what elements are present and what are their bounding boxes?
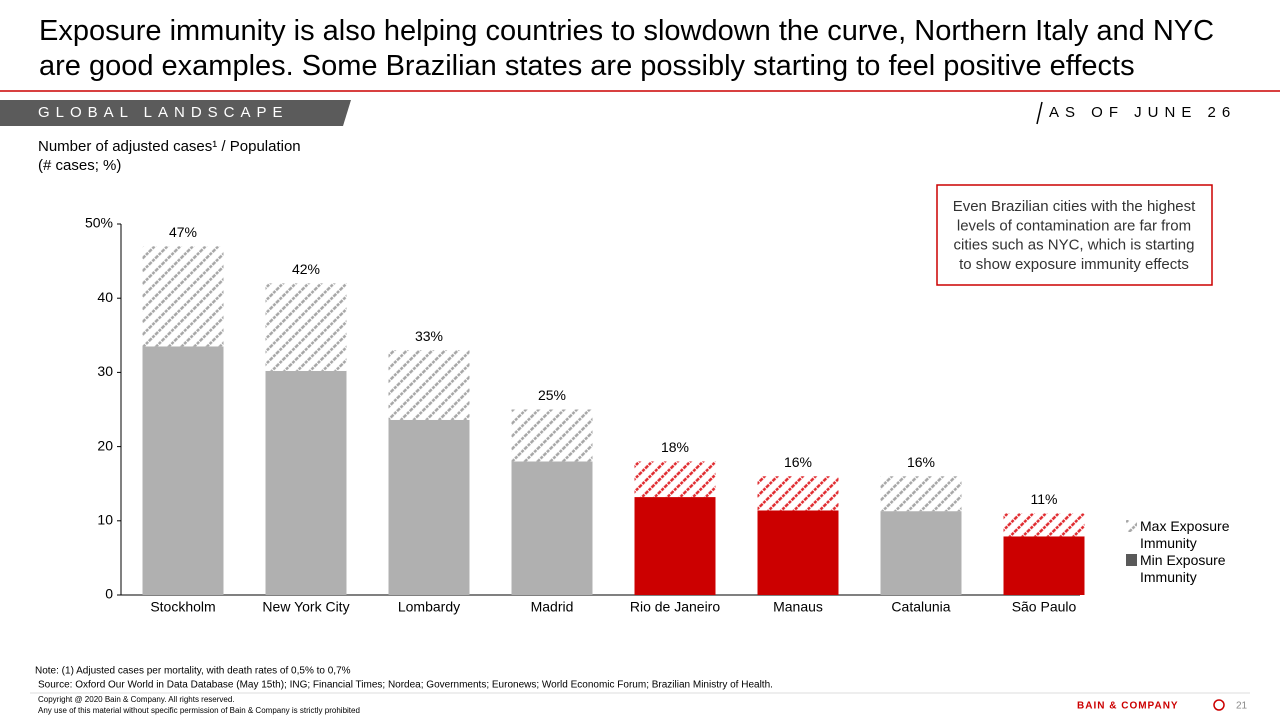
chart-subtitle: Number of adjusted cases¹ / Population [38,138,301,155]
brand-icon [1213,699,1225,711]
bar-max [142,246,224,347]
y-tick-label: 10 [97,512,113,528]
total-label: 33% [415,328,443,344]
bar-min [388,419,470,595]
callout: Even Brazilian cities with the highest le… [953,198,1196,273]
callout-line: cities such as NYC, which is starting [954,237,1195,254]
title: Exposure immunity is also helping countr… [39,15,1215,82]
x-tick-label: Manaus [773,599,823,615]
x-tick-label: New York City [262,599,349,615]
total-label: 16% [784,454,812,470]
total-label: 25% [538,387,566,403]
callout-line: levels of contamination are far from [957,217,1191,234]
callout-line: Even Brazilian cities with the highest [953,198,1196,215]
bar-max [511,409,593,462]
bar-max [265,283,347,371]
y-tick-label: 30 [97,363,113,379]
total-label: 42% [292,261,320,277]
date-slash [1036,101,1043,125]
bar-min [757,510,839,595]
x-tick-label: Madrid [531,599,574,615]
total-label: 16% [907,454,935,470]
bar-min [265,370,347,595]
total-label: 11% [1031,491,1058,507]
bar-max [388,350,470,420]
x-tick-label: São Paulo [1012,599,1077,615]
callout-line: to show exposure immunity effects [959,256,1189,273]
bar-max [757,476,839,511]
bar-min [142,346,224,595]
source: Source: Oxford Our World in Data Databas… [38,680,773,691]
legend-swatch [1126,520,1137,532]
date-label: AS OF JUNE 26 [1049,104,1236,121]
bar-min [511,461,593,595]
chart-subtitle: (# cases; %) [38,157,121,174]
x-tick-label: Catalunia [891,599,950,615]
y-tick-label: 0 [105,586,113,602]
total-label: 47% [169,224,197,240]
y-tick-label: 40 [97,289,113,305]
permission: Any use of this material without specifi… [38,706,360,715]
x-tick-label: Stockholm [150,599,215,615]
section-tag [0,100,351,126]
y-tick-label: 50% [85,215,113,231]
note: Note: (1) Adjusted cases per mortality, … [35,666,351,677]
legend-swatch [1126,554,1137,566]
bar-max [634,461,716,498]
bar-max [1003,513,1085,537]
legend-entry: Min Exposure Immunity [1140,552,1226,585]
bar-min [634,497,716,595]
page-number: 21 [1236,701,1248,712]
x-tick-label: Rio de Janeiro [630,599,720,615]
total-label: 18% [661,439,689,455]
bar-min [1003,536,1085,595]
x-tick-label: Lombardy [398,599,460,615]
callout-box [936,184,1213,286]
y-tick-label: 20 [97,437,113,453]
section-label: GLOBAL LANDSCAPE [38,104,289,121]
brand: BAIN & COMPANY [1077,701,1179,712]
copyright: Copyright @ 2020 Bain & Company. All rig… [38,695,235,704]
bar-max [880,476,962,512]
legend-entry: Max Exposure Immunity [1140,518,1230,551]
bar-min [880,511,962,595]
